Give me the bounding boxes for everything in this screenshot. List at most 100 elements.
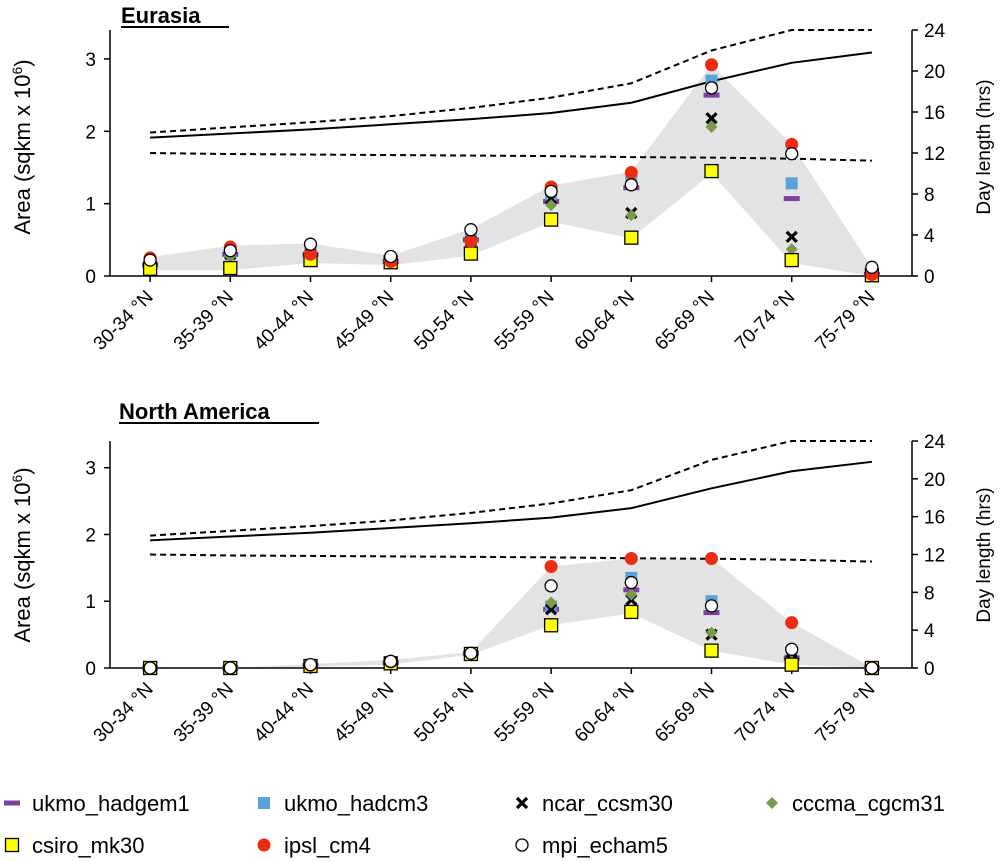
x-tick-label: 55-59 °N — [491, 287, 559, 355]
x-tick-label: 65-69 °N — [651, 287, 719, 355]
x-tick-label: 70-74 °N — [731, 287, 799, 355]
y2-tick-label: 4 — [924, 226, 935, 247]
day-length-min-line — [150, 152, 872, 162]
x-tick-label: 75-79 °N — [811, 287, 879, 355]
mpi_echam5-point — [223, 244, 237, 258]
cccma_cgcm31-point — [705, 626, 718, 639]
x-tick-label: 60-64 °N — [571, 679, 639, 747]
y2-tick-label: 24 — [924, 21, 946, 42]
y2-tick-label: 24 — [924, 432, 946, 453]
mpi_echam5-point — [624, 178, 638, 192]
csiro_mk30-point — [543, 618, 559, 633]
y2-tick-label: 8 — [924, 185, 935, 206]
day-length-mid-line — [150, 460, 873, 542]
csiro_mk30-point — [704, 163, 719, 179]
ncar_ccsm30-legend-marker — [515, 796, 529, 810]
y-axis-title-base: Area (sqkm x 10 — [10, 482, 35, 642]
cccma_cgcm31-point — [545, 596, 558, 609]
day-length-min-line — [150, 553, 872, 563]
x-tick-label: 65-69 °N — [651, 679, 719, 747]
day-length-mid-line — [150, 51, 873, 139]
cccma_cgcm31-point — [545, 199, 558, 212]
csiro_mk30-point — [624, 604, 639, 620]
legend-label-ukmo_hadcm3: ukmo_hadcm3 — [284, 791, 428, 816]
y2-tick-label: 12 — [924, 144, 945, 165]
model-range-band — [150, 64, 872, 277]
y-axis-title-exponent: 6 — [9, 474, 25, 482]
csiro_mk30-point — [543, 212, 559, 227]
cccma_cgcm31-legend-marker — [766, 797, 778, 809]
legend-label-csiro_mk30: csiro_mk30 — [32, 833, 144, 858]
x-tick-label: 40-44 °N — [250, 287, 318, 355]
x-tick-label: 60-64 °N — [571, 287, 639, 355]
cccma_cgcm31-point — [785, 243, 798, 256]
y-tick-label: 0 — [85, 659, 96, 680]
mpi_echam5-point — [785, 147, 799, 161]
cccma_cgcm31-point — [625, 588, 638, 601]
y2-tick-label: 16 — [924, 103, 945, 124]
y-axis-title-base: Area (sqkm x 10 — [10, 74, 35, 234]
x-tick-label: 35-39 °N — [170, 287, 238, 355]
x-tick-label: 75-79 °N — [811, 679, 879, 747]
day-length-max-line — [150, 440, 872, 537]
ipsl_cm4-legend-marker — [257, 838, 271, 852]
y-axis-title-close: ) — [10, 467, 35, 474]
mpi_echam5-point — [464, 223, 478, 237]
csiro_mk30-point — [704, 643, 719, 658]
mpi_echam5-point — [143, 253, 157, 267]
mpi_echam5-point — [704, 599, 719, 613]
y2-axis-title: Day length (hrs) — [974, 487, 995, 622]
y2-tick-label: 8 — [924, 583, 935, 604]
ukmo_hadcm3-point — [785, 177, 798, 190]
mpi_echam5-point — [303, 658, 318, 672]
ncar_ccsm30-point — [705, 112, 718, 125]
x-tick-label: 50-54 °N — [410, 287, 478, 355]
ipsl_cm4-point — [464, 234, 478, 248]
y-tick-label: 1 — [85, 195, 96, 216]
ipsl_cm4-point — [705, 552, 718, 566]
y2-tick-label: 16 — [924, 508, 945, 529]
mpi_echam5-point — [544, 579, 558, 593]
y-tick-label: 1 — [85, 592, 96, 613]
y2-tick-label: 0 — [924, 659, 935, 680]
y-axis-title: Area (sqkm x 106) — [9, 59, 35, 234]
ipsl_cm4-point — [785, 137, 799, 151]
y-tick-label: 2 — [85, 525, 96, 546]
mpi_echam5-point — [785, 642, 799, 656]
y-tick-label: 3 — [85, 459, 96, 480]
csiro_mk30-point — [463, 246, 479, 261]
ipsl_cm4-point — [624, 166, 638, 180]
y-tick-label: 2 — [85, 122, 96, 143]
x-tick-label: 70-74 °N — [731, 679, 799, 747]
day-length-max-line — [150, 29, 872, 134]
mpi_echam5-point — [143, 661, 157, 675]
mpi_echam5-point — [704, 81, 719, 95]
x-tick-label: 35-39 °N — [170, 679, 238, 747]
x-tick-label: 45-49 °N — [330, 679, 398, 747]
y2-tick-label: 0 — [924, 267, 935, 288]
ncar_ccsm30-point — [785, 230, 798, 244]
y-axis-title-close: ) — [10, 59, 35, 66]
y2-tick-label: 4 — [924, 621, 935, 642]
cccma_cgcm31-point — [625, 209, 638, 222]
ukmo_hadgem1-point — [703, 92, 720, 98]
ipsl_cm4-point — [785, 616, 799, 630]
mpi_echam5-point — [865, 260, 879, 274]
panel-title: Eurasia — [121, 3, 201, 28]
ukmo_hadgem1-legend-marker — [4, 800, 20, 806]
y-tick-label: 3 — [85, 50, 96, 71]
x-tick-label: 45-49 °N — [330, 287, 398, 355]
x-tick-label: 30-34 °N — [90, 679, 158, 747]
mpi_echam5-legend-marker — [515, 838, 529, 852]
csiro_mk30-point — [223, 260, 238, 276]
y2-tick-label: 20 — [924, 62, 945, 83]
mpi_echam5-point — [865, 661, 879, 675]
legend-label-mpi_echam5: mpi_echam5 — [542, 833, 668, 858]
cccma_cgcm31-point — [705, 120, 718, 133]
csiro_mk30-point — [784, 657, 799, 672]
x-tick-label: 55-59 °N — [491, 679, 559, 747]
mpi_echam5-point — [384, 654, 398, 668]
legend-label-ukmo_hadgem1: ukmo_hadgem1 — [32, 791, 190, 816]
